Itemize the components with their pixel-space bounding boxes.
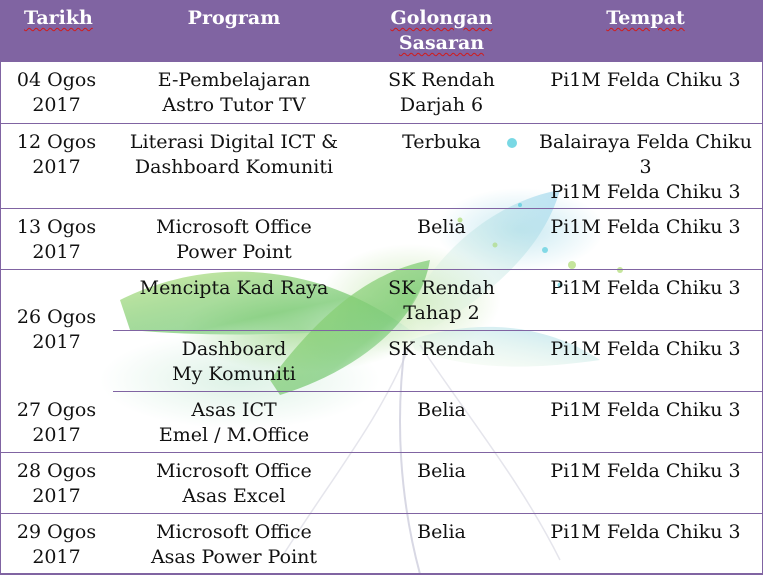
table-row: 27 Ogos 2017 Asas ICT Emel / M.Office Beli… [0,391,763,453]
table-row: 12 Ogos 2017 Literasi Digital ICT & Dashbo… [0,123,763,209]
table-row: Dashboard My Komuniti SK Rendah Pi1M Feld… [0,330,763,392]
header-program: Program [187,7,281,29]
date-cell: 29 Ogos 2017 [0,513,113,575]
date-cell: 12 Ogos 2017 [0,123,113,209]
header-tempat: Tempat [606,7,685,29]
place-cell: Pi1M Felda Chiku 3 [528,513,763,575]
table-header-row: Tarikh Program Golongan Sasaran Tempat [0,0,763,62]
date-cell: 13 Ogos 2017 [0,208,113,270]
program-cell: Asas ICT Emel / M.Office [113,391,355,453]
place-cell: Pi1M Felda Chiku 3 [528,391,763,453]
header-golongan-sasaran: Golongan Sasaran [390,7,493,54]
table-row: 28 Ogos 2017 Microsoft Office Asas Excel B… [0,452,763,514]
target-cell: Belia [355,513,528,575]
place-cell: Pi1M Felda Chiku 3 [528,208,763,270]
place-cell: Pi1M Felda Chiku 3 [528,330,763,392]
place-cell: Pi1M Felda Chiku 3 [528,452,763,514]
program-cell: Literasi Digital ICT & Dashboard Komuniti [113,123,355,209]
target-cell: Belia [355,391,528,453]
date-cell: 27 Ogos 2017 [0,391,113,453]
target-cell: Belia [355,208,528,270]
header-tarikh: Tarikh [24,7,93,29]
program-cell: Microsoft Office Asas Excel [113,452,355,514]
target-cell: SK Rendah Tahap 2 [355,269,528,331]
place-cell: Pi1M Felda Chiku 3 [528,62,763,124]
program-cell: Microsoft Office Asas Power Point [113,513,355,575]
target-cell: SK Rendah [355,330,528,392]
target-cell: Terbuka [355,123,528,209]
target-cell: SK Rendah Darjah 6 [355,62,528,124]
program-cell: Dashboard My Komuniti [113,330,355,392]
program-cell: E-Pembelajaran Astro Tutor TV [113,62,355,124]
place-cell: Pi1M Felda Chiku 3 [528,269,763,331]
place-cell: Balairaya Felda Chiku 3 Pi1M Felda Chiku 3 [528,123,763,209]
table-row: 26 Ogos 2017 Mencipta Kad Raya SK Rendah T… [0,269,763,353]
date-cell: 28 Ogos 2017 [0,452,113,514]
date-cell: 26 Ogos 2017 [16,306,97,353]
date-cell: 04 Ogos 2017 [0,62,113,124]
table-row: 29 Ogos 2017 Microsoft Office Asas Power P… [0,513,763,575]
table-row: 13 Ogos 2017 Microsoft Office Power Point … [0,208,763,270]
program-cell: Mencipta Kad Raya [113,269,355,331]
target-cell: Belia [355,452,528,514]
table-row: 04 Ogos 2017 E-Pembelajaran Astro Tutor TV… [0,62,763,124]
program-cell: Microsoft Office Power Point [113,208,355,270]
